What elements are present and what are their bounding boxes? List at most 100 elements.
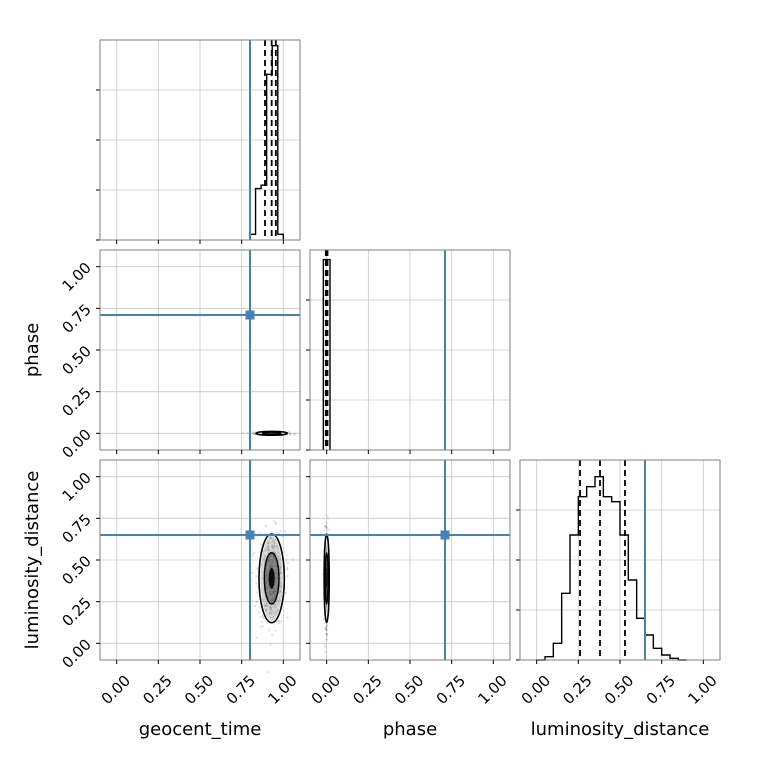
panel-geocent_time-vs-luminosity_distance-sample [262,599,265,602]
x-tick-label-phase-1: 0.25 [349,672,385,708]
panel-geocent_time-vs-luminosity_distance-sample [266,542,269,545]
panel-geocent_time-vs-luminosity_distance-sample [255,575,258,578]
panel-geocent_time-vs-luminosity_distance-sample [269,537,272,540]
panel-geocent_time-vs-luminosity_distance-sample [273,542,276,545]
y-tick-label-luminosity_distance-1: 0.25 [58,594,94,630]
panel-geocent_time-vs-luminosity_distance-sample [269,607,272,610]
panel-geocent_time-vs-luminosity_distance-sample [278,597,281,600]
panel-geocent_time-vs-phase-contour-inner [261,431,282,436]
panel-geocent_time-vs-luminosity_distance-sample [253,551,256,555]
panel-geocent_time-vs-luminosity_distance-sample [280,563,283,566]
panel-geocent_time-vs-luminosity_distance-sample [269,536,272,540]
x-tick-label-luminosity_distance-4: 1.00 [684,672,720,708]
x-tick-label-luminosity_distance-0: 0.00 [518,672,554,708]
panel-geocent_time-vs-luminosity_distance-sample [278,622,281,625]
panel-geocent_time-vs-luminosity_distance-sample [275,610,278,613]
panel-geocent_time-vs-luminosity_distance-sample [254,604,257,608]
panel-geocent_time-vs-luminosity_distance-sample [285,558,288,562]
panel-geocent_time-vs-luminosity_distance-sample [270,609,273,612]
panel-geocent_time-vs-luminosity_distance-sample [277,599,280,602]
panel-geocent_time-vs-luminosity_distance-sample [278,561,281,564]
panel-geocent_time-vs-luminosity_distance-sample [272,520,275,523]
panel-phase-vs-luminosity_distance-sample [323,524,327,528]
panel-geocent_time-vs-luminosity_distance-contour-inner [263,551,280,605]
panel-geocent_time-vs-luminosity_distance-sample [256,567,259,570]
panel-phase-vs-luminosity_distance-sample [325,632,328,636]
y-tick-label-luminosity_distance-0: 0.00 [58,635,94,671]
panel-geocent_time-vs-luminosity_distance-sample [268,604,272,607]
x-axis-label-phase: phase [383,719,437,740]
panel-geocent_time-vs-luminosity_distance-sample [264,609,268,613]
x-axis-label-geocent-time: geocent_time [139,719,262,740]
panel-geocent_time-vs-luminosity_distance-sample [270,545,273,548]
panel-geocent_time-vs-luminosity_distance-sample [280,620,283,623]
panel-phase-vs-luminosity_distance-sample [324,643,327,646]
panel-geocent_time-vs-luminosity_distance-sample [265,608,268,611]
panel-geocent_time-vs-luminosity_distance-sample [259,625,262,628]
panel-geocent_time-vs-luminosity_distance-sample [263,597,266,601]
panel-phase-vs-luminosity_distance-sample [326,624,329,627]
panel-geocent_time-vs-luminosity_distance-sample [251,553,254,556]
panel-geocent_time-vs-phase-sample [251,431,254,434]
panel-geocent_time-vs-luminosity_distance-sample [267,549,271,552]
panel-geocent_time-vs-luminosity_distance-sample [279,566,282,569]
panel-phase-hist-step [322,258,331,450]
panel-geocent_time-vs-luminosity_distance-sample [265,602,269,605]
panel-geocent_time-vs-luminosity_distance-sample [271,539,275,542]
panel-phase-vs-luminosity_distance-sample [326,516,329,519]
panel-phase-vs-luminosity_distance-sample [324,524,327,528]
panel-geocent_time-vs-luminosity_distance-sample [255,582,258,585]
panel-geocent_time-vs-phase-sample [289,433,292,437]
panel-geocent_time-vs-luminosity_distance-sample [286,561,289,564]
panel-geocent_time-vs-luminosity_distance-sample [261,625,264,628]
y-axis-label-phase: phase [22,323,43,377]
panel-geocent_time-vs-luminosity_distance-sample [279,584,282,587]
panel-phase-vs-luminosity_distance-sample [325,628,328,631]
panel-geocent_time-vs-phase-truth-marker [245,310,255,320]
panel-geocent_time-vs-luminosity_distance-sample [264,603,268,606]
panel-geocent_time-vs-luminosity_distance-sample [267,629,270,632]
panel-geocent_time-vs-luminosity_distance-sample [266,548,269,551]
panel-geocent_time-vs-luminosity_distance-sample [263,557,266,560]
panel-phase-vs-luminosity_distance-sample [327,529,330,532]
panel-geocent_time-vs-luminosity_distance-sample [269,606,272,609]
panel-geocent_time-vs-luminosity_distance-sample [286,616,289,619]
panel-geocent_time-vs-luminosity_distance-sample [269,605,272,608]
panel-geocent_time-vs-luminosity_distance-sample [286,568,289,571]
panel-geocent_time-vs-luminosity_distance-sample [267,545,270,548]
panel-geocent_time-vs-luminosity_distance-sample [278,555,281,558]
panel-geocent_time-vs-phase-sample [289,432,292,435]
panel-geocent_time-vs-luminosity_distance-sample [265,609,268,612]
panel-geocent_time-vs-luminosity_distance-sample [264,555,267,558]
panel-geocent_time-vs-luminosity_distance-sample [277,619,280,622]
panel-geocent_time-vs-phase-sample [241,431,244,434]
panel-geocent_time-vs-luminosity_distance-sample [276,599,279,602]
panel-phase-vs-luminosity_distance-sample [325,650,328,653]
panel-phase-vs-luminosity_distance-sample [324,626,327,629]
panel-geocent_time-vs-luminosity_distance-sample [264,604,267,608]
panel-geocent_time-vs-luminosity_distance-sample [275,545,278,548]
panel-geocent_time-vs-luminosity_distance-sample [271,546,274,549]
x-tick-label-phase-4: 1.00 [474,672,510,708]
panel-phase-vs-luminosity_distance-sample [325,521,328,524]
y-tick-label-phase-3: 0.75 [58,300,94,336]
x-axis-label-luminosity-distance: luminosity_distance [531,719,710,740]
panel-geocent_time-vs-luminosity_distance-sample [279,590,282,593]
x-tick-label-luminosity_distance-1: 0.25 [559,672,595,708]
panel-geocent_time-vs-luminosity_distance-truth-marker [245,530,255,540]
panel-geocent_time-vs-luminosity_distance-sample [271,549,274,553]
x-tick-label-phase-0: 0.00 [308,672,344,708]
panel-geocent_time-vs-luminosity_distance-sample [263,604,266,607]
panel-phase-vs-luminosity_distance-sample [325,513,328,517]
panel-geocent_time-vs-phase-density-core [267,432,276,434]
panel-geocent_time-vs-luminosity_distance-sample [271,547,275,550]
panel-geocent_time-vs-luminosity_distance-sample [261,570,264,573]
x-tick-label-luminosity_distance-2: 0.50 [601,672,637,708]
panel-geocent_time-vs-luminosity_distance-sample [262,589,265,592]
panel-geocent_time-vs-luminosity_distance-sample [272,540,275,543]
panel-phase-vs-luminosity_distance-truth-marker [440,530,450,540]
panel-geocent_time-vs-luminosity_distance-sample [264,555,267,558]
x-tick-label-geocent_time-4: 1.00 [264,672,300,708]
panel-geocent_time-vs-luminosity_distance-sample [276,608,280,612]
y-tick-label-phase-4: 1.00 [58,259,94,295]
